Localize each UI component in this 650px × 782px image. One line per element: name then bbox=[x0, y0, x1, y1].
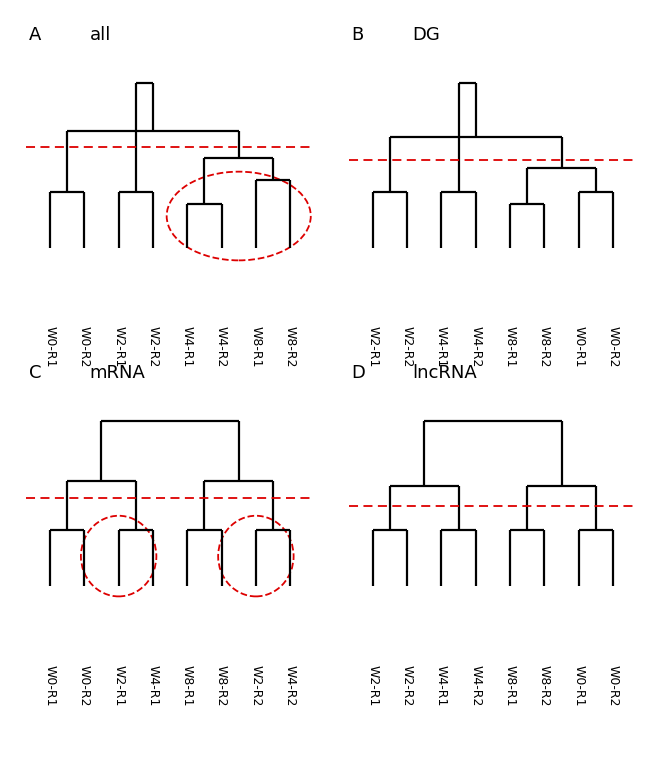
Text: lncRNA: lncRNA bbox=[412, 364, 477, 382]
Text: D: D bbox=[352, 364, 365, 382]
Text: B: B bbox=[352, 26, 364, 44]
Text: all: all bbox=[90, 26, 110, 44]
Text: C: C bbox=[29, 364, 42, 382]
Text: DG: DG bbox=[412, 26, 440, 44]
Text: A: A bbox=[29, 26, 41, 44]
Text: mRNA: mRNA bbox=[90, 364, 146, 382]
